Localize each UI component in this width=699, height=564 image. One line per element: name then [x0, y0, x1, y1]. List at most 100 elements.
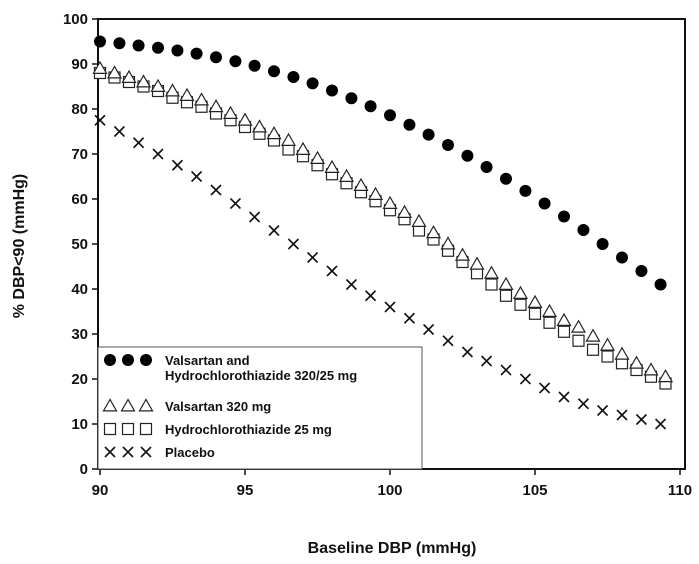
data-point: [237, 112, 253, 126]
data-point: [585, 328, 601, 342]
data-point: [557, 325, 571, 338]
legend-label: Valsartan and: [165, 353, 250, 368]
data-point: [558, 210, 570, 223]
legend-marker: [122, 446, 134, 458]
plot-area: [92, 35, 674, 430]
data-point: [469, 256, 485, 270]
data-point: [514, 298, 527, 311]
data-point: [403, 118, 416, 131]
legend-label: Placebo: [165, 445, 215, 460]
y-tick-label: 30: [71, 326, 88, 343]
data-point: [133, 137, 145, 149]
legend-item: Placebo: [104, 445, 215, 460]
data-point: [249, 211, 261, 223]
data-point: [295, 141, 311, 155]
data-point: [345, 278, 357, 291]
data-point: [132, 39, 145, 52]
data-point: [326, 84, 338, 97]
data-point: [307, 251, 319, 264]
data-point: [113, 37, 126, 50]
data-point: [440, 236, 456, 250]
legend-marker: [102, 398, 118, 412]
data-point: [121, 69, 137, 83]
data-point: [601, 350, 614, 363]
data-point: [528, 307, 542, 320]
data-point: [643, 362, 659, 376]
data-point: [287, 71, 300, 84]
y-tick-label: 20: [71, 371, 88, 388]
legend-label: Hydrochlorothiazide 320/25 mg: [165, 368, 357, 383]
data-point: [152, 148, 164, 160]
legend-marker: [138, 398, 154, 412]
x-axis-title: Baseline DBP (mmHg): [308, 540, 477, 557]
data-point: [519, 184, 532, 197]
data-point: [251, 119, 268, 133]
data-point: [268, 65, 280, 78]
data-point: [152, 41, 164, 54]
data-point: [364, 100, 377, 113]
data-point: [338, 168, 355, 182]
data-point: [384, 301, 396, 313]
data-point: [210, 184, 222, 196]
data-point: [541, 303, 558, 317]
data-point: [500, 172, 512, 185]
data-point: [382, 195, 398, 209]
legend-marker: [120, 398, 136, 412]
data-point: [480, 161, 493, 174]
ticks: 0 10 20 30 40 50 60 70 80 90 100 90 95 100 105 110: [63, 11, 692, 499]
data-point: [309, 150, 326, 164]
data-point: [396, 204, 413, 218]
series-filled-circle: [94, 35, 667, 291]
y-tick-label: 0: [80, 461, 88, 478]
data-point: [425, 225, 442, 239]
y-tick-label: 80: [71, 101, 88, 118]
data-point: [599, 337, 616, 351]
data-point: [616, 409, 628, 421]
data-point: [324, 159, 340, 173]
legend-marker: [104, 446, 116, 458]
data-point: [411, 213, 427, 227]
data-point: [171, 159, 183, 171]
legend-marker: [140, 446, 152, 458]
data-point: [384, 109, 396, 122]
data-point: [442, 139, 454, 151]
data-point: [191, 170, 203, 183]
data-point: [614, 346, 630, 360]
data-point: [229, 197, 241, 210]
data-point: [442, 335, 454, 347]
data-point: [586, 343, 600, 356]
y-tick-label: 60: [71, 191, 88, 208]
data-point: [326, 265, 338, 277]
x-tick-label: 90: [92, 482, 109, 499]
data-point: [106, 65, 123, 79]
data-point: [616, 251, 628, 264]
series-x: [94, 114, 667, 430]
series-open-triangle: [92, 60, 674, 383]
y-tick-label: 70: [71, 146, 88, 163]
data-point: [461, 149, 474, 162]
data-point: [485, 278, 498, 291]
legend-box: [97, 346, 423, 470]
legend-marker: [103, 422, 117, 436]
data-point: [454, 247, 471, 261]
data-point: [499, 289, 513, 302]
y-axis-title: % DBP<90 (mmHg): [11, 174, 28, 318]
data-point: [193, 92, 210, 106]
y-tick-label: 50: [71, 236, 88, 253]
data-point: [266, 126, 282, 140]
legend-marker: [121, 422, 135, 436]
legend-label: Hydrochlorothiazide 25 mg: [165, 422, 332, 437]
data-point: [628, 355, 645, 369]
legend-marker: [140, 354, 152, 366]
data-point: [570, 319, 587, 333]
data-point: [543, 316, 556, 329]
data-point: [519, 373, 531, 385]
data-point: [94, 35, 106, 48]
data-point: [538, 197, 551, 210]
data-point: [635, 413, 647, 426]
data-point: [635, 265, 648, 277]
data-point: [150, 78, 166, 92]
data-point: [94, 114, 106, 126]
